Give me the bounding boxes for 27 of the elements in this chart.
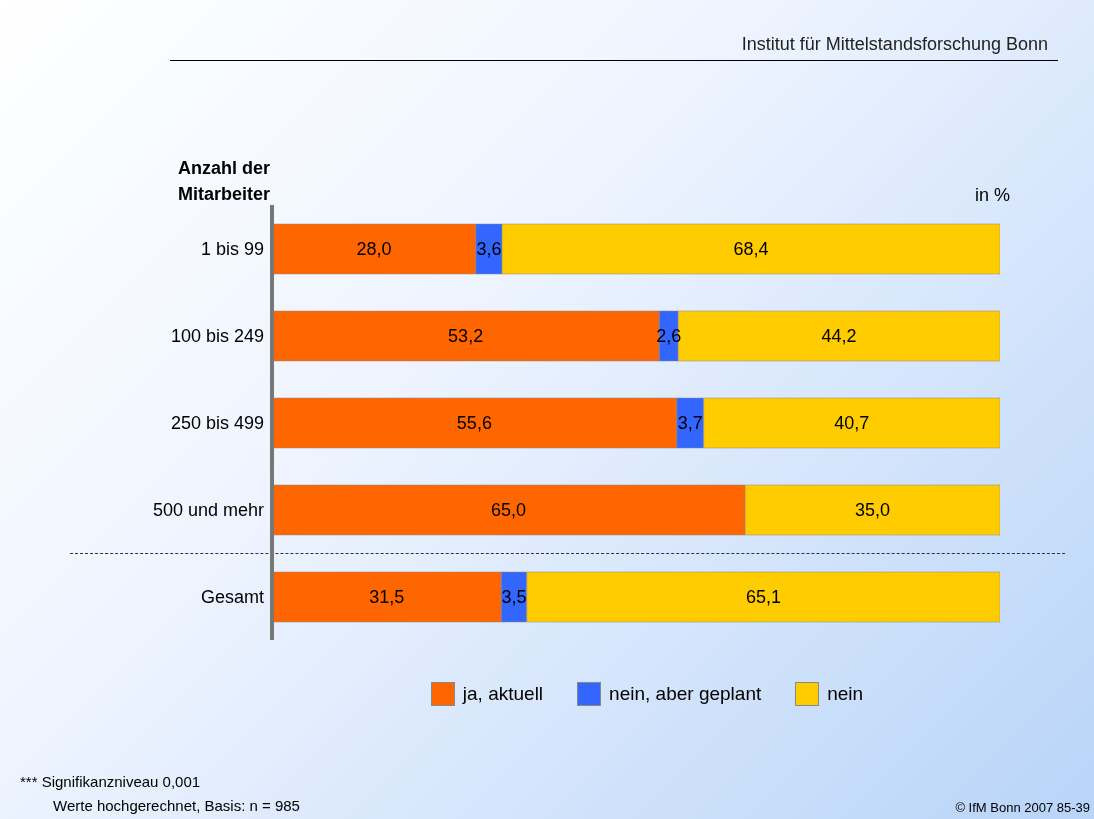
y-tick-label: 500 und mehr — [152, 499, 264, 520]
legend-label: nein — [827, 683, 864, 705]
y-tick-label: Gesamt — [200, 586, 264, 607]
text: Werte hochgerechnet, Basis: n = 985 — [52, 796, 300, 816]
y-axis-title: Anzahl der Mitarbeiter — [176, 157, 270, 206]
data-label: 53,2 — [448, 326, 484, 346]
chart-title: Institut für Mittelstandsforschung Bonn — [741, 34, 1048, 55]
legend-label: ja, aktuell — [462, 683, 544, 705]
data-label: 68,4 — [733, 239, 769, 259]
text: © IfM Bonn 2007 85-39 — [955, 800, 1090, 815]
y-tick-label: 250 bis 499 — [170, 412, 264, 433]
text: *** Signifikanzniveau 0,001 — [20, 772, 202, 792]
y-tick-label: 100 bis 249 — [170, 325, 264, 346]
data-label: 3,5 — [501, 587, 527, 607]
y-tick-label: 1 bis 99 — [200, 238, 264, 259]
annotation: in % — [975, 185, 1011, 206]
data-label: 3,6 — [476, 239, 502, 259]
data-label: 44,2 — [821, 326, 857, 346]
data-label: 28,0 — [356, 239, 392, 259]
data-label: 31,5 — [369, 587, 405, 607]
legend-label: nein, aber geplant — [609, 683, 762, 705]
data-label: 35,0 — [855, 500, 891, 520]
data-label: 65,1 — [745, 587, 781, 607]
data-label: 40,7 — [834, 413, 870, 433]
data-label: 65,0 — [491, 500, 527, 520]
data-label: 55,6 — [456, 413, 492, 433]
data-label: 3,7 — [677, 413, 703, 433]
